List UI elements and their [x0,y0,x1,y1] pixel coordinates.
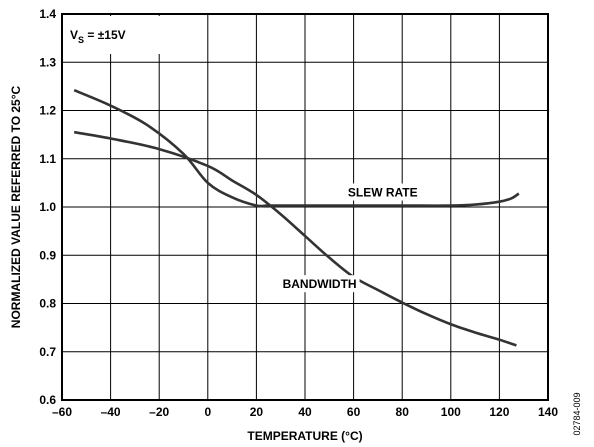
annotation-background [344,183,421,201]
x-tick-label: 80 [396,405,410,419]
x-tick-label: –60 [52,405,72,419]
x-tick-label: 100 [441,405,461,419]
y-tick-label: 0.7 [39,345,56,359]
x-tick-label: 20 [250,405,264,419]
condition-suffix: = ±15V [84,28,126,42]
grid-lines [62,14,548,400]
series-layer [73,89,520,347]
annotation-background [279,275,360,293]
y-tick-label: 1.2 [39,104,56,118]
annotations: SLEW RATE BANDWIDTH [279,183,421,293]
condition-label-background [64,16,164,54]
y-tick-label: 0.8 [39,297,56,311]
x-tick-label: 140 [538,405,558,419]
y-axis-title: NORMALIZED VALUE REFERRED TO 25°C [9,85,23,328]
slew-rate-line [73,89,520,208]
supply-voltage-label: VS = ±15V [70,28,126,45]
y-tick-label: 0.9 [39,248,56,262]
slew-rate-annotation: SLEW RATE [348,186,418,200]
x-tick-label: –40 [101,405,121,419]
plot-frame [61,13,549,401]
y-tick-labels: 0.6 0.7 0.8 0.9 1.0 1.1 1.2 1.3 1.4 [39,7,56,407]
x-tick-labels: –60 –40 –20 0 20 40 60 80 100 120 140 [52,405,558,419]
y-tick-label: 1.4 [39,7,56,21]
x-tick-label: 0 [204,405,211,419]
x-tick-label: 60 [347,405,361,419]
x-axis-title: TEMPERATURE (°C) [247,429,362,443]
figure-id: 02784-009 [572,392,582,435]
bandwidth-line [73,130,517,347]
condition-prefix: V [70,28,78,42]
y-tick-label: 1.3 [39,55,56,69]
x-tick-label: –20 [149,405,169,419]
y-tick-label: 0.6 [39,393,56,407]
bandwidth-annotation: BANDWIDTH [283,277,357,291]
x-tick-label: 120 [489,405,509,419]
y-tick-label: 1.1 [39,152,56,166]
y-tick-label: 1.0 [39,200,56,214]
x-tick-label: 40 [298,405,312,419]
condition-subscript: S [78,35,84,45]
